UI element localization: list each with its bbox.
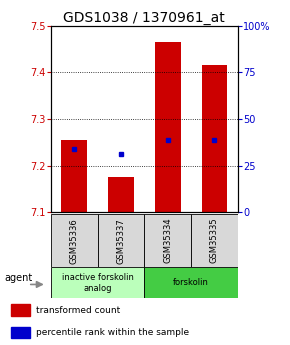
Bar: [51, 214, 97, 267]
Text: transformed count: transformed count: [36, 306, 120, 315]
Bar: [144, 214, 191, 267]
Bar: [108, 177, 134, 212]
Text: GSM35334: GSM35334: [163, 218, 172, 264]
Bar: [97, 214, 144, 267]
Bar: [51, 267, 144, 298]
Bar: [155, 42, 180, 212]
Bar: [191, 214, 238, 267]
Bar: [12, 327, 30, 338]
Bar: [12, 304, 30, 316]
Bar: [61, 140, 87, 212]
Text: GSM35337: GSM35337: [116, 218, 125, 264]
Text: inactive forskolin
analog: inactive forskolin analog: [61, 273, 133, 293]
Text: GSM35335: GSM35335: [210, 218, 219, 264]
Text: GSM35336: GSM35336: [70, 218, 79, 264]
Text: agent: agent: [4, 273, 32, 283]
Text: percentile rank within the sample: percentile rank within the sample: [36, 328, 189, 337]
Bar: [144, 267, 238, 298]
Title: GDS1038 / 1370961_at: GDS1038 / 1370961_at: [64, 11, 225, 25]
Bar: [202, 66, 227, 212]
Text: forskolin: forskolin: [173, 278, 209, 287]
